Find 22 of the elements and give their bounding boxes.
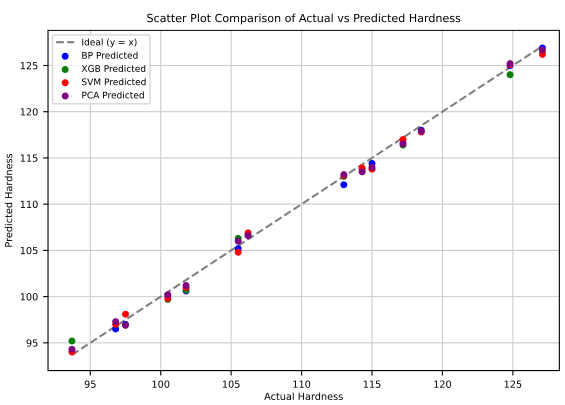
y-axis-title: Predicted Hardness [4,154,12,247]
y-tick-label: 115 [20,154,38,162]
y-tick-label: 125 [20,62,38,70]
x-tick-label: 95 [84,380,96,388]
x-tick-label: 115 [364,380,380,388]
y-tick-label: 95 [26,339,38,347]
y-tick-label: 100 [20,293,38,300]
x-tick-label: 120 [434,380,452,388]
x-tick-label: 100 [152,380,170,388]
legend-label: SVM Predicted [82,78,146,86]
y-tick-label: 110 [20,200,38,208]
legend-label: BP Predicted [82,52,138,59]
x-tick-label: 110 [293,380,310,388]
chart-title: Scatter Plot Comparison of Actual vs Predicted Hardness [147,14,460,24]
x-tick-label: 105 [222,380,240,388]
y-tick-label: 120 [20,108,38,116]
x-tick-label: 125 [504,380,522,388]
legend-label: Ideal (y = x) [82,38,137,48]
y-tick-label: 105 [20,246,38,254]
legend-label: XGB Predicted [82,65,146,72]
x-axis-title: Actual Hardness [264,392,343,400]
legend-label: PCA Predicted [82,92,144,98]
